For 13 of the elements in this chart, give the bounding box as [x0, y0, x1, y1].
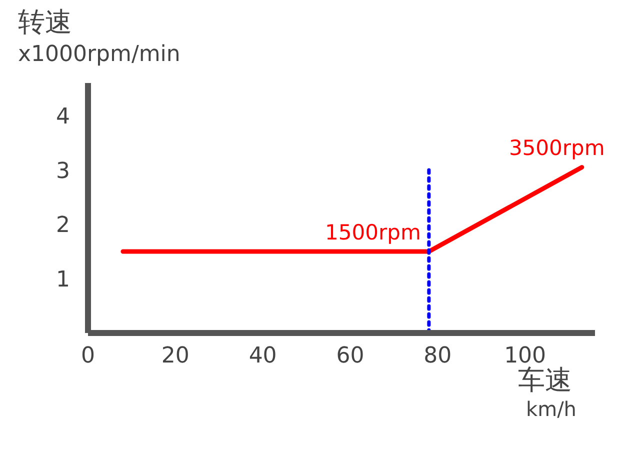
y-tick-label: 2 [56, 213, 70, 238]
x-tick-label: 60 [336, 344, 364, 369]
x-tick-label: 80 [424, 344, 452, 369]
annotation: 3500rpm [508, 136, 605, 160]
x-tick-label: 0 [81, 344, 95, 369]
x-tick-label: 40 [248, 344, 277, 369]
y-tick-label: 3 [56, 158, 70, 184]
y-tick-label: 4 [56, 104, 70, 130]
x-tick-label: 20 [161, 344, 190, 369]
y-axis-title: 转速 x1000rpm/min [18, 6, 180, 68]
y-tick-label: 1 [56, 267, 70, 292]
annotation: 1500rpm [325, 220, 421, 244]
x-axis-title: 车速 km/h [518, 364, 576, 421]
